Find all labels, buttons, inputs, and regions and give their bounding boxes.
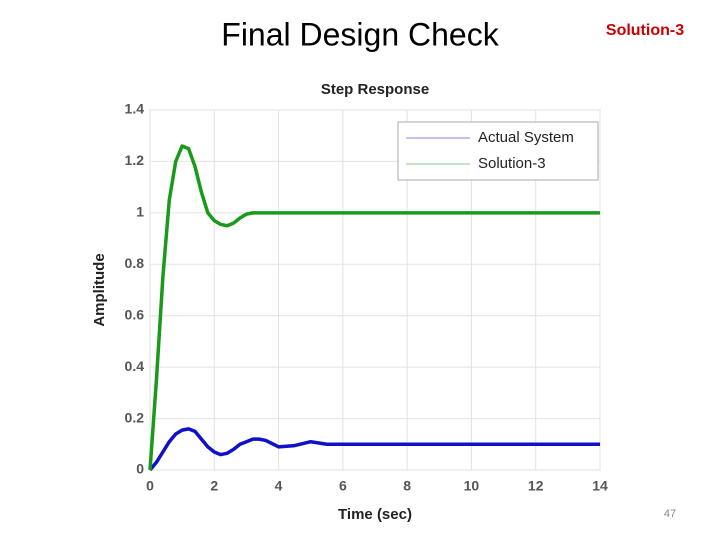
series-line <box>148 144 600 471</box>
y-tick-label: 1.2 <box>125 152 145 168</box>
x-tick-label: 0 <box>146 478 154 494</box>
x-axis-label: Time (sec) <box>338 506 412 523</box>
y-tick-label: 0.8 <box>125 255 145 271</box>
y-axis-label: Amplitude <box>91 253 108 326</box>
page-number: 47 <box>664 508 676 520</box>
chart-title: Step Response <box>321 81 429 98</box>
x-tick-label: 6 <box>339 478 347 494</box>
legend-box <box>397 121 599 181</box>
x-tick-label: 10 <box>464 478 480 494</box>
series-line <box>148 427 600 472</box>
y-tick-label: 0 <box>136 461 144 477</box>
slide-tag: Solution-3 <box>606 22 684 39</box>
y-tick-label: 0.4 <box>125 358 145 374</box>
y-tick-label: 1 <box>136 204 144 220</box>
slide-title: Final Design Check <box>221 16 499 52</box>
y-tick-label: 1.4 <box>125 101 145 117</box>
x-tick-label: 2 <box>210 478 218 494</box>
y-tick-label: 0.2 <box>125 409 145 425</box>
x-tick-label: 12 <box>528 478 544 494</box>
legend-label: Solution-3 <box>478 155 546 172</box>
legend-label: Actual System <box>478 129 574 146</box>
x-tick-label: 14 <box>592 478 608 494</box>
x-tick-label: 8 <box>403 478 411 494</box>
x-tick-label: 4 <box>275 478 283 494</box>
y-tick-label: 0.6 <box>125 306 145 322</box>
